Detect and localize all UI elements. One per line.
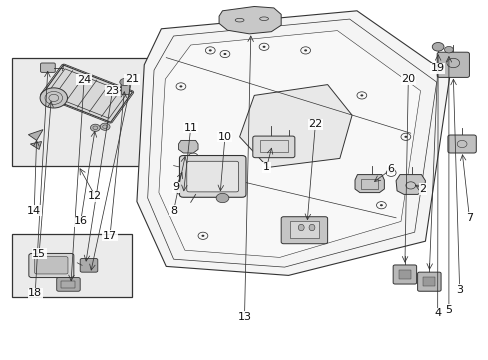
FancyBboxPatch shape bbox=[186, 161, 238, 192]
Circle shape bbox=[191, 156, 194, 158]
Text: 12: 12 bbox=[88, 191, 102, 201]
Bar bbox=[289, 221, 319, 238]
Polygon shape bbox=[159, 31, 420, 257]
FancyBboxPatch shape bbox=[35, 257, 68, 274]
Bar bbox=[121, 83, 128, 94]
FancyBboxPatch shape bbox=[29, 253, 74, 278]
Circle shape bbox=[120, 78, 129, 86]
Bar bbox=[41, 65, 132, 122]
Polygon shape bbox=[137, 11, 449, 275]
FancyBboxPatch shape bbox=[179, 156, 245, 197]
Text: 23: 23 bbox=[105, 86, 119, 96]
Ellipse shape bbox=[298, 224, 304, 231]
Text: 13: 13 bbox=[237, 312, 251, 322]
Bar bbox=[260, 140, 287, 152]
Bar bbox=[12, 234, 132, 297]
Bar bbox=[47, 69, 127, 118]
Polygon shape bbox=[178, 140, 198, 153]
Polygon shape bbox=[354, 175, 384, 193]
FancyBboxPatch shape bbox=[392, 265, 416, 284]
Polygon shape bbox=[239, 85, 351, 167]
Text: 11: 11 bbox=[183, 123, 197, 133]
Ellipse shape bbox=[308, 224, 314, 231]
Circle shape bbox=[360, 94, 363, 96]
Text: 21: 21 bbox=[125, 74, 139, 84]
Text: 7: 7 bbox=[465, 213, 472, 223]
Circle shape bbox=[262, 46, 265, 48]
Bar bbox=[398, 270, 410, 279]
FancyBboxPatch shape bbox=[417, 272, 440, 291]
Text: 19: 19 bbox=[430, 63, 444, 73]
Circle shape bbox=[179, 85, 182, 87]
FancyBboxPatch shape bbox=[281, 217, 327, 244]
FancyBboxPatch shape bbox=[80, 258, 98, 272]
Circle shape bbox=[431, 42, 443, 51]
Text: 8: 8 bbox=[170, 206, 177, 216]
Text: 14: 14 bbox=[27, 206, 41, 216]
Polygon shape bbox=[395, 175, 425, 194]
Circle shape bbox=[379, 204, 382, 206]
FancyBboxPatch shape bbox=[252, 136, 294, 158]
Text: 3: 3 bbox=[455, 285, 462, 295]
FancyBboxPatch shape bbox=[41, 63, 55, 72]
Text: 17: 17 bbox=[103, 231, 117, 241]
Text: 4: 4 bbox=[433, 308, 440, 318]
Circle shape bbox=[404, 136, 407, 138]
Polygon shape bbox=[219, 6, 281, 34]
Circle shape bbox=[389, 172, 392, 174]
Text: 24: 24 bbox=[77, 75, 91, 85]
Text: 10: 10 bbox=[218, 132, 231, 142]
FancyBboxPatch shape bbox=[436, 52, 468, 77]
FancyBboxPatch shape bbox=[447, 135, 475, 153]
Circle shape bbox=[179, 190, 182, 192]
Text: 20: 20 bbox=[401, 74, 414, 84]
Circle shape bbox=[208, 49, 211, 51]
Circle shape bbox=[90, 124, 100, 131]
Bar bbox=[423, 277, 434, 286]
Polygon shape bbox=[30, 141, 41, 149]
Bar bbox=[360, 179, 378, 189]
Text: 16: 16 bbox=[74, 216, 87, 226]
Circle shape bbox=[40, 88, 67, 108]
Bar bbox=[61, 281, 75, 288]
Text: 1: 1 bbox=[263, 162, 269, 172]
Text: 18: 18 bbox=[28, 288, 42, 298]
Circle shape bbox=[444, 46, 452, 53]
Bar bbox=[12, 58, 151, 166]
Circle shape bbox=[216, 193, 228, 203]
Circle shape bbox=[100, 123, 110, 130]
FancyBboxPatch shape bbox=[57, 278, 80, 291]
Circle shape bbox=[201, 235, 204, 237]
Polygon shape bbox=[28, 130, 43, 140]
Text: 9: 9 bbox=[172, 182, 179, 192]
Text: 2: 2 bbox=[419, 184, 426, 194]
Circle shape bbox=[223, 53, 226, 55]
Text: 6: 6 bbox=[387, 164, 394, 174]
Circle shape bbox=[304, 49, 306, 51]
Text: 22: 22 bbox=[307, 119, 322, 129]
Text: 5: 5 bbox=[445, 305, 451, 315]
Text: 15: 15 bbox=[32, 249, 46, 259]
